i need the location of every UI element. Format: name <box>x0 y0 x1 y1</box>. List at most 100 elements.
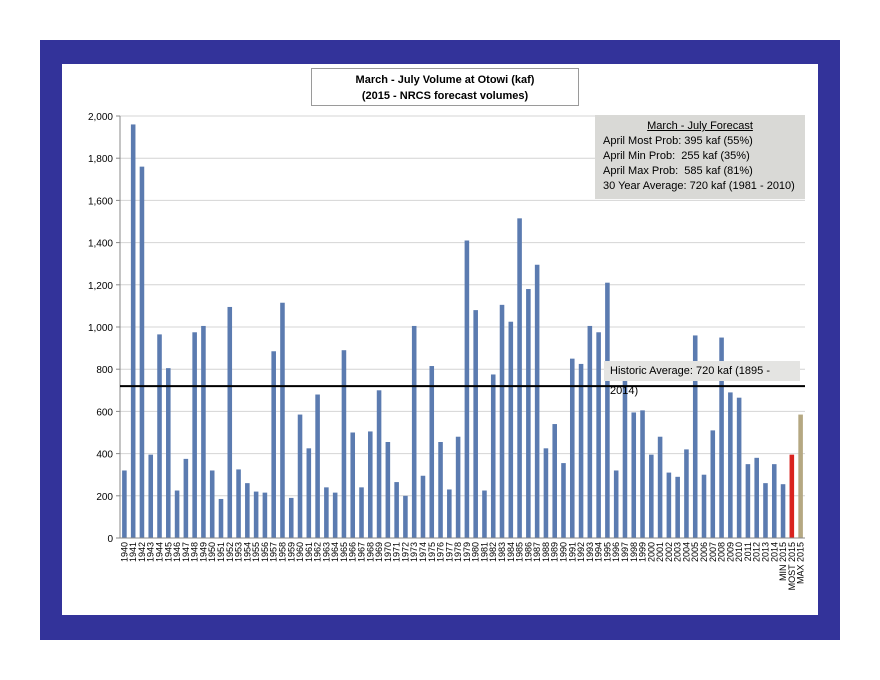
bar-2005 <box>692 335 698 538</box>
x-tick-label: 2005 <box>690 542 700 562</box>
bar-1972 <box>403 495 408 538</box>
x-tick-label: 1999 <box>638 542 648 562</box>
x-tick-label: 1951 <box>216 542 226 562</box>
x-tick-label: 2010 <box>734 542 744 562</box>
x-tick-label: 1948 <box>190 542 200 562</box>
x-tick-label: 2006 <box>699 542 709 562</box>
forecast-line-max: April Max Prob: 585 kaf (81%) <box>603 165 753 177</box>
bar-1980 <box>473 310 478 538</box>
x-tick-label: 1955 <box>251 542 261 562</box>
bar-1993 <box>587 325 593 538</box>
x-tick-label: 1962 <box>313 542 323 562</box>
x-tick-label: 1979 <box>462 542 472 562</box>
x-tick-label: MAX 2015 <box>796 542 806 584</box>
x-tick-label: 1954 <box>242 542 252 562</box>
x-tick-label: 1963 <box>321 542 331 562</box>
bar-max-2015 <box>798 414 803 538</box>
x-tick-label: 1950 <box>207 542 217 562</box>
bar-1942 <box>139 166 145 538</box>
y-tick-label: 1,400 <box>88 239 113 250</box>
chart-title: March - July Volume at Otowi (kaf) <box>355 74 535 86</box>
bar-1992 <box>578 363 584 538</box>
x-tick-label: 2012 <box>752 542 762 562</box>
forecast-line-most: April Most Prob: 395 kaf (55%) <box>603 135 753 147</box>
x-tick-label: 1940 <box>119 542 129 562</box>
x-tick-label: 1981 <box>479 542 489 562</box>
bar-2003 <box>675 476 680 538</box>
x-tick-label: 1984 <box>506 542 516 562</box>
bar-2011 <box>745 464 751 538</box>
bar-1967 <box>359 487 364 538</box>
x-tick-label: 1990 <box>558 542 568 562</box>
historic-average-label: Historic Average: 720 kaf (1895 - 2014) <box>604 361 800 397</box>
forecast-line-min: April Min Prob: 255 kaf (35%) <box>603 150 750 162</box>
bar-2001 <box>657 436 663 538</box>
x-tick-label: 1967 <box>357 542 367 562</box>
bar-2009 <box>728 392 733 538</box>
bar-2012 <box>754 457 759 538</box>
x-tick-label: 1964 <box>330 542 340 562</box>
x-tick-label: 1944 <box>155 542 165 562</box>
bar-1943 <box>148 454 154 538</box>
bar-1951 <box>218 498 224 538</box>
bar-1985 <box>517 218 522 538</box>
x-tick-label: 2007 <box>708 542 718 562</box>
x-tick-label: 1957 <box>269 542 279 562</box>
bar-1987 <box>534 264 540 538</box>
bar-1962 <box>315 394 320 538</box>
bar-1999 <box>640 410 645 538</box>
x-tick-label: 1969 <box>374 542 384 562</box>
bar-2013 <box>763 483 768 538</box>
bar-1988 <box>543 448 549 538</box>
bar-1995 <box>605 282 610 538</box>
bar-1994 <box>596 332 601 538</box>
bar-1977 <box>447 489 452 538</box>
x-tick-label: 2011 <box>743 542 753 561</box>
bar-1968 <box>368 431 373 538</box>
bar-1957 <box>271 351 276 538</box>
bar-1990 <box>561 463 566 538</box>
y-tick-label: 1,000 <box>88 323 113 334</box>
bar-2006 <box>701 474 707 538</box>
chart-subtitle: (2015 - NRCS forecast volumes) <box>361 90 529 102</box>
x-tick-label: 2008 <box>717 542 727 562</box>
x-tick-label: 2004 <box>681 542 691 562</box>
x-tick-label: 1949 <box>198 542 208 562</box>
bar-1973 <box>411 325 417 538</box>
x-tick-label: 1946 <box>172 542 182 562</box>
x-tick-label: 1947 <box>181 542 191 562</box>
y-tick-label: 1,600 <box>88 196 113 207</box>
bar-1997 <box>622 375 628 538</box>
bar-1986 <box>526 289 531 538</box>
x-tick-label: 1995 <box>602 542 612 562</box>
bar-1944 <box>157 334 162 538</box>
bar-2010 <box>736 397 742 538</box>
x-tick-label: 1986 <box>523 542 533 562</box>
bar-1956 <box>262 492 268 538</box>
x-tick-label: 1943 <box>146 542 156 562</box>
x-tick-label: 1998 <box>629 542 639 562</box>
bar-1984 <box>508 321 514 538</box>
bar-1998 <box>631 412 637 538</box>
bar-2007 <box>710 430 716 538</box>
chart-title-box: March - July Volume at Otowi (kaf) (2015… <box>311 68 579 106</box>
x-tick-label: 1994 <box>594 542 604 562</box>
x-tick-label: 1978 <box>453 542 463 562</box>
bar-1955 <box>253 491 259 538</box>
x-tick-label: 1965 <box>339 542 349 562</box>
bar-1978 <box>455 436 461 538</box>
bar-1983 <box>499 304 505 538</box>
bar-1979 <box>464 240 470 539</box>
bar-2008 <box>719 337 724 538</box>
x-tick-label: 1971 <box>392 542 402 562</box>
x-tick-label: 1941 <box>128 542 138 562</box>
x-tick-label: 1975 <box>427 542 437 562</box>
forecast-legend: March - July Forecast April Most Prob: 3… <box>595 115 805 199</box>
bar-2002 <box>666 472 672 538</box>
x-tick-label: 2014 <box>769 542 779 562</box>
x-tick-label: 1985 <box>515 542 525 562</box>
bar-1958 <box>280 302 285 538</box>
x-tick-label: 2013 <box>760 542 770 562</box>
bar-1954 <box>245 483 250 538</box>
